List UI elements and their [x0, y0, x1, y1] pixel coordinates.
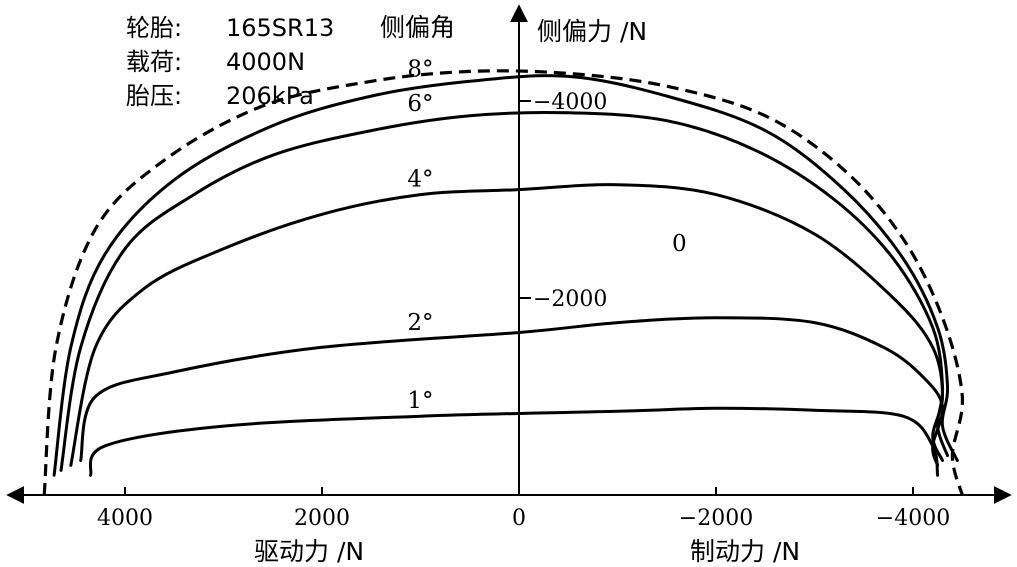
info-block: 轮胎: 165SR13 载荷: 4000N 胎压: 206kPa [126, 14, 334, 110]
slip-angle-curve-1deg [88, 406, 940, 477]
legend-title: 侧偏角 [380, 13, 455, 42]
curves [42, 69, 964, 496]
curve-labels: 8° 6° 4° 2° 1° [407, 57, 433, 415]
x-tick-label: −2000 [679, 506, 753, 531]
info-load-label: 载荷: [126, 48, 182, 76]
x-tick-label: 0 [512, 506, 526, 531]
info-load-value: 4000N [226, 48, 305, 76]
y-ticks: −2000 −4000 [519, 90, 607, 312]
info-tire-value: 165SR13 [226, 14, 334, 42]
slip-angle-curve-4deg [69, 183, 944, 467]
x-tick-label: 4000 [97, 506, 153, 531]
curve-label: 1° [407, 388, 433, 414]
y-tick-label: −4000 [533, 90, 607, 115]
slip-angle-curve-6deg [59, 111, 949, 472]
y-axis-title: 侧偏力 /N [537, 17, 647, 46]
y-tick-label: −2000 [533, 287, 607, 312]
info-pressure-label: 胎压: [126, 82, 182, 110]
curve-label: 2° [407, 310, 433, 336]
annotation-zero: 0 [672, 231, 687, 257]
curve-label: 8° [407, 57, 433, 83]
slip-angle-curve-2deg [79, 316, 945, 467]
curve-label: 6° [407, 91, 433, 117]
x-ticks: 4000 2000 0 −2000 −4000 [97, 487, 950, 531]
x-tick-label: 2000 [294, 506, 350, 531]
info-tire-label: 轮胎: [126, 14, 182, 42]
x-axis-title-right: 制动力 /N [690, 537, 800, 566]
slip-angle-curve-8deg [52, 74, 959, 477]
x-axis-title-left: 驱动力 /N [254, 537, 364, 566]
x-tick-label: −4000 [876, 506, 950, 531]
envelope-dashed-curve [42, 69, 964, 496]
curve-label: 4° [407, 167, 433, 193]
